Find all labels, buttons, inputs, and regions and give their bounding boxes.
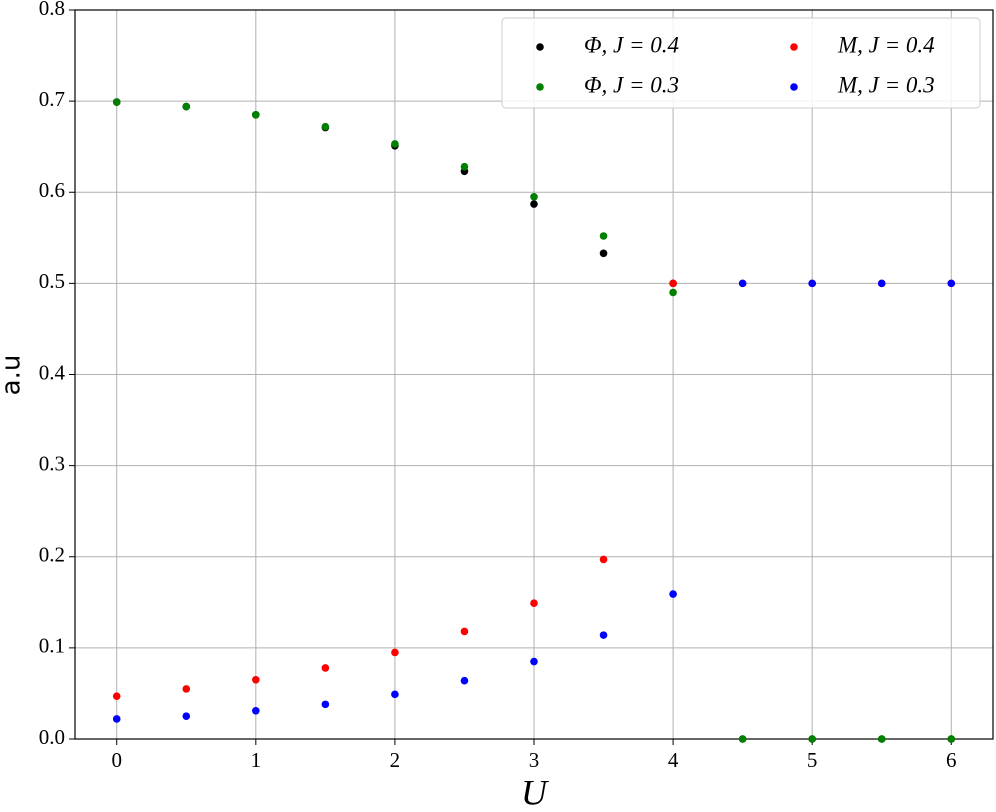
x-tick-label: 1 bbox=[251, 748, 262, 772]
point bbox=[321, 700, 330, 709]
legend-label: M, J = 0.4 bbox=[837, 32, 935, 57]
point bbox=[808, 279, 816, 288]
legend-box bbox=[501, 17, 981, 109]
point bbox=[669, 279, 677, 288]
point bbox=[391, 690, 399, 699]
x-tick-label: 4 bbox=[668, 748, 679, 772]
point bbox=[947, 735, 956, 743]
point bbox=[182, 102, 191, 111]
point bbox=[460, 627, 469, 636]
point bbox=[669, 590, 677, 598]
y-tick-label: 0.2 bbox=[39, 543, 65, 567]
point bbox=[112, 692, 121, 700]
point bbox=[252, 110, 260, 119]
point bbox=[530, 657, 538, 666]
point bbox=[182, 685, 191, 693]
point bbox=[112, 715, 121, 723]
legend-marker bbox=[790, 43, 798, 51]
x-axis-label: U bbox=[521, 772, 549, 812]
legend-label: Φ, J = 0.4 bbox=[584, 32, 679, 57]
y-tick-label: 0.0 bbox=[39, 725, 65, 749]
point bbox=[599, 631, 608, 639]
y-tick-label: 0.6 bbox=[39, 178, 65, 202]
point bbox=[669, 288, 677, 297]
point bbox=[321, 122, 330, 131]
legend-marker bbox=[790, 83, 798, 91]
y-tick-label: 0.8 bbox=[39, 0, 65, 20]
point bbox=[460, 162, 469, 171]
point bbox=[599, 555, 608, 564]
point bbox=[530, 193, 538, 201]
point bbox=[112, 98, 121, 106]
x-tick-label: 2 bbox=[390, 748, 401, 772]
point bbox=[321, 664, 330, 672]
x-tick-label: 5 bbox=[807, 748, 818, 772]
point bbox=[530, 200, 538, 208]
y-tick-label: 0.7 bbox=[39, 87, 65, 111]
x-tick-label: 3 bbox=[529, 748, 540, 772]
legend-marker bbox=[536, 83, 544, 91]
point bbox=[738, 735, 747, 743]
point bbox=[877, 735, 886, 743]
point bbox=[182, 712, 191, 721]
legend-marker bbox=[536, 43, 544, 51]
point bbox=[460, 676, 469, 685]
y-tick-label: 0.1 bbox=[39, 634, 65, 658]
x-tick-label: 6 bbox=[946, 748, 957, 772]
point bbox=[808, 735, 816, 743]
point bbox=[599, 249, 608, 258]
y-tick-label: 0.4 bbox=[39, 360, 66, 384]
legend-label: Φ, J = 0.3 bbox=[584, 72, 679, 97]
point bbox=[391, 140, 399, 148]
point bbox=[877, 279, 886, 288]
point bbox=[252, 706, 260, 715]
point bbox=[252, 675, 260, 684]
point bbox=[599, 232, 608, 240]
y-tick-label: 0.5 bbox=[39, 269, 65, 293]
point bbox=[947, 279, 956, 288]
legend-label: M, J = 0.3 bbox=[837, 72, 935, 97]
point bbox=[738, 279, 747, 288]
point bbox=[391, 648, 399, 657]
point bbox=[530, 599, 538, 608]
plot-frame bbox=[74, 9, 994, 740]
y-tick-label: 0.3 bbox=[39, 451, 65, 475]
y-axis-label: a.u bbox=[0, 355, 27, 396]
x-tick-label: 0 bbox=[111, 748, 122, 772]
